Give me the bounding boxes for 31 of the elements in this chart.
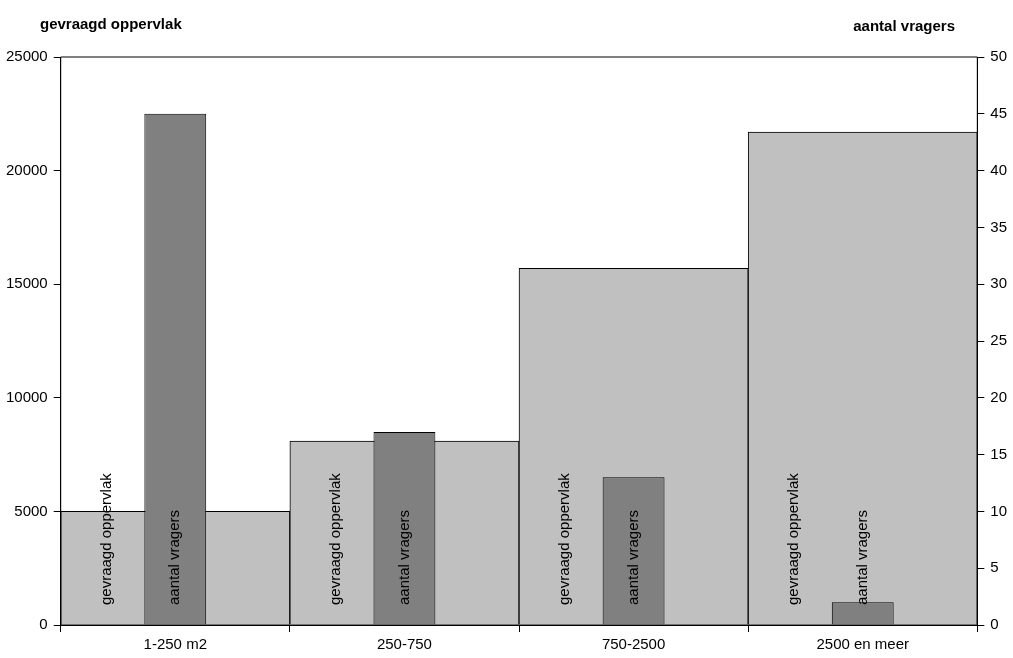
text: gevraagd oppervlak xyxy=(325,473,343,605)
text: aantal vragers xyxy=(852,509,870,605)
y-tick-label: 10000 xyxy=(5,387,48,405)
y-axis-title: gevraagd oppervlak xyxy=(40,15,183,33)
y2-tick-label: 25 xyxy=(990,331,1007,349)
text: aantal vragers xyxy=(165,509,183,605)
y2-tick-label: 15 xyxy=(990,444,1007,462)
y2-axis-title: aantal vragers xyxy=(853,17,955,35)
x-tick-label: 2500 en meer xyxy=(816,635,910,653)
series-label: gevraagd oppervlak xyxy=(96,472,114,605)
x-tick-label: 250-750 xyxy=(376,635,432,653)
text: gevraagd oppervlak xyxy=(784,473,802,605)
y-tick-label: 0 xyxy=(39,615,48,633)
y2-tick-label: 50 xyxy=(990,47,1007,65)
y2-tick-label: 10 xyxy=(990,501,1007,519)
y2-tick-label: 35 xyxy=(990,217,1007,235)
y2-tick-label: 30 xyxy=(990,274,1007,292)
x-tick-label: 1-250 m2 xyxy=(143,635,207,653)
y2-tick-label: 45 xyxy=(990,103,1007,121)
y2-tick-label: 5 xyxy=(990,558,999,576)
y-tick-label: 15000 xyxy=(5,274,48,292)
y2-tick-label: 20 xyxy=(990,387,1007,405)
y2-tick-label: 0 xyxy=(990,615,999,633)
x-tick-label: 750-2500 xyxy=(601,635,666,653)
text: aantal vragers xyxy=(394,509,412,605)
y-tick-label: 20000 xyxy=(5,160,48,178)
text: aantal vragers xyxy=(623,509,641,605)
y-tick-label: 25000 xyxy=(5,47,48,65)
text: gevraagd oppervlak xyxy=(554,473,572,605)
y-tick-label: 5000 xyxy=(14,501,48,519)
y2-tick-label: 40 xyxy=(990,160,1007,178)
